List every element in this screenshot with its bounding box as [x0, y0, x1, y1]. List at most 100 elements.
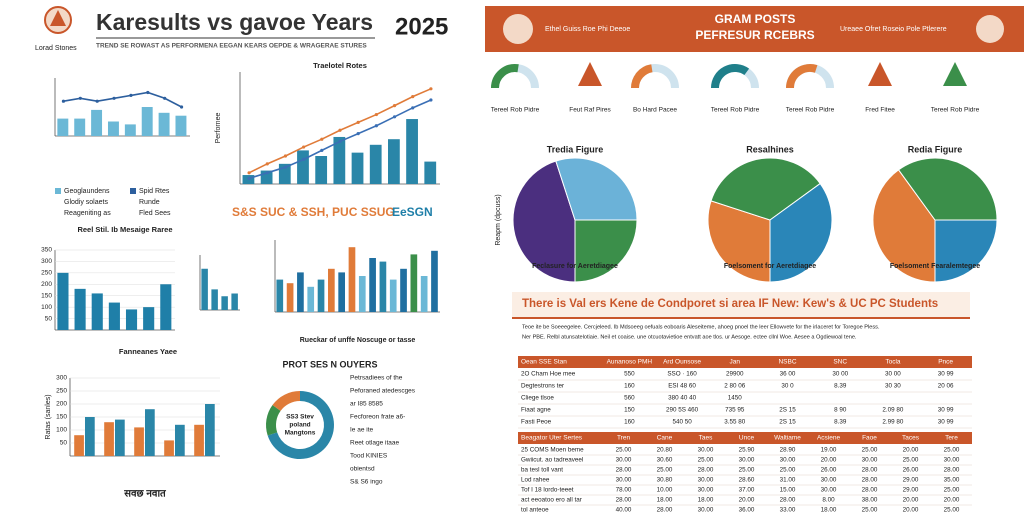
paragraph-line: Teoe ite be Soeeegelee. Cercjeleed. Ib M…	[522, 324, 880, 330]
table-header: Taes	[699, 435, 713, 442]
table-cell: 28.60	[739, 477, 755, 484]
table-cell: 36 00	[780, 371, 796, 378]
table-cell: 25.00	[862, 507, 878, 512]
table-cell: 30.00	[698, 507, 714, 512]
line-point	[265, 162, 269, 166]
gauge-arc	[491, 64, 519, 89]
y-tick-label: 250	[41, 270, 52, 277]
table-header: Cane	[657, 435, 673, 442]
table-cell: 150	[624, 407, 635, 414]
table-cell: 40.00	[616, 507, 632, 512]
table-header: Faoe	[862, 435, 877, 442]
table-cell: 2S 15	[779, 419, 796, 426]
table-cell: 33.00	[780, 507, 796, 512]
table-header: Taces	[902, 435, 920, 442]
bar	[276, 279, 284, 312]
table-cell: 28.00	[862, 467, 878, 474]
bar	[194, 424, 204, 456]
bar	[143, 307, 155, 330]
y-tick-label: 300	[56, 375, 67, 382]
title: Karesults vs gavoe Years	[96, 9, 373, 35]
donut-note: Peforaned atedescges	[350, 388, 416, 395]
pie-slice	[897, 157, 998, 221]
line-point	[112, 96, 116, 100]
table-cell: 380 40 40	[668, 395, 697, 402]
table-cell: 28.90	[780, 447, 796, 454]
table-cell: 30.00	[821, 477, 837, 484]
bar	[158, 112, 170, 136]
bar	[57, 272, 69, 330]
table-cell: 18.00	[698, 497, 714, 504]
pie-ylabel: Reapm (dpcuss)	[495, 194, 502, 245]
donut-center: Mangtons	[285, 430, 316, 437]
bar	[175, 424, 185, 456]
gauge-label: Tereel Rob Pidre	[786, 107, 835, 114]
table-cell: 18.00	[657, 497, 673, 504]
table-cell: 290 5S 460	[666, 407, 699, 414]
bar	[141, 107, 153, 136]
table-cell: 28.00	[862, 487, 878, 494]
pie-title: Resalhines	[746, 144, 794, 154]
table-cell: 30 99	[938, 419, 954, 426]
pie-slice	[512, 160, 576, 283]
y-tick-label: 250	[56, 388, 67, 395]
line-point	[429, 87, 433, 91]
donut-center: poland	[289, 422, 310, 429]
subtitle: TREND SE ROWAST AS PERFORMENA EEGAN KEAR…	[96, 43, 367, 50]
bar	[74, 118, 86, 136]
y-axis-label: Ratas (sanles)	[45, 394, 52, 439]
table-cell: 20.00	[739, 497, 755, 504]
pie-title: Redia Figure	[908, 144, 963, 154]
pie-slice	[710, 157, 821, 221]
pie-caption: Foelsoment for Aeretdiagee	[724, 263, 816, 270]
bar	[388, 139, 400, 184]
table-cell: 3.55 80	[724, 419, 746, 426]
table-cell: 37.00	[739, 487, 755, 494]
gauge-icon	[868, 62, 892, 86]
table-cell: 30.00	[862, 457, 878, 464]
pie-title: Tredia Figure	[547, 144, 604, 154]
legend-note: Reageniting as	[64, 210, 111, 217]
bar	[278, 163, 291, 184]
bar	[297, 272, 304, 312]
table-cell: ESI 48 60	[668, 383, 696, 390]
table-cell: 160	[624, 383, 635, 390]
table-cell: 30.00	[780, 457, 796, 464]
donut-slice	[267, 391, 335, 459]
line-point	[95, 99, 99, 103]
pie-slice	[707, 200, 771, 283]
table-cell: 8.00	[822, 497, 835, 504]
table-cell: 550	[624, 371, 635, 378]
line-point	[374, 124, 378, 128]
table-cell: 30.00	[616, 477, 632, 484]
bar	[420, 276, 428, 312]
table-cell: 2S 15	[779, 407, 796, 414]
table-header: Aunanoso PMH	[607, 359, 653, 366]
gauge-label: Tereel Rob Pidre	[711, 107, 760, 114]
table-cell: 20.00	[821, 457, 837, 464]
table-cell: 25.00	[739, 467, 755, 474]
table-cell: 20.00	[903, 507, 919, 512]
bar	[369, 258, 376, 312]
gauge-label: Fred Fitee	[865, 107, 895, 114]
table-cell: 28.00	[657, 507, 673, 512]
donut-note: Tood KINIES	[350, 453, 388, 460]
table-cell: 30.00	[739, 457, 755, 464]
donut-note: ar I85 8585	[350, 401, 383, 408]
table-cell: 30.00	[698, 447, 714, 454]
bar	[333, 136, 346, 184]
table-cell: 1450	[728, 395, 743, 402]
legend-note: Glodiy solaets	[64, 199, 108, 206]
table-cell: 26.00	[903, 467, 919, 474]
table-cell: 29900	[726, 371, 744, 378]
line-point	[283, 154, 288, 158]
bar	[297, 150, 309, 184]
bar	[74, 288, 86, 330]
table-cell: 30 99	[938, 407, 954, 414]
chart-title: Reel Stil. Ib Mesaige Raree	[77, 225, 172, 234]
pie-slice	[555, 157, 638, 221]
report-header	[485, 6, 1024, 52]
y-tick-label: 100	[56, 427, 67, 434]
table-cell: 38.00	[862, 497, 878, 504]
line-series	[63, 91, 182, 108]
